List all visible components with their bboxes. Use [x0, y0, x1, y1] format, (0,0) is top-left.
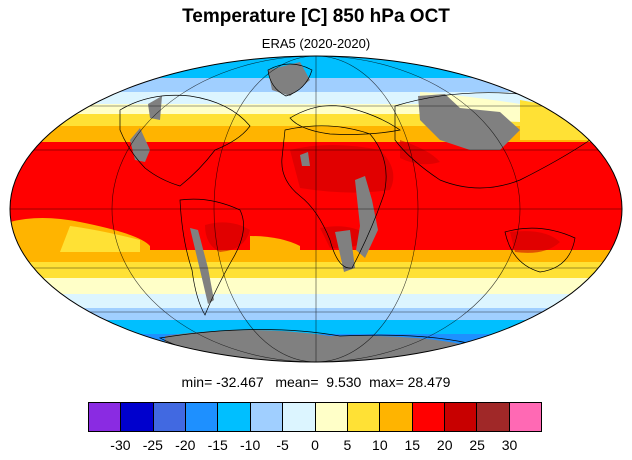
colorbar-tick-label: -20: [175, 437, 196, 453]
colorbar: [88, 402, 542, 432]
colorbar-swatch: [315, 403, 348, 431]
colorbar-swatch: [89, 403, 122, 431]
colorbar-tick-label: 30: [501, 437, 518, 453]
colorbar-tick-label: 0: [311, 437, 319, 453]
colorbar-swatch: [153, 403, 187, 431]
greenland-mask: [268, 62, 310, 96]
colorbar-tick-label: 15: [404, 437, 421, 453]
andes-mask: [190, 228, 214, 304]
map-border: [9, 55, 623, 363]
south-africa-mask: [335, 230, 355, 272]
australia-outline: [504, 227, 576, 273]
sahara-mask: [300, 152, 310, 166]
colorbar-tick-label: 10: [372, 437, 388, 453]
rockies-mask: [130, 128, 150, 162]
max-label: max=: [369, 374, 404, 390]
colorbar-swatch: [218, 403, 251, 431]
temperature-field: [10, 56, 622, 362]
antarctica-mask: [165, 330, 470, 362]
colorbar-swatch: [250, 403, 284, 431]
colorbar-swatch: [412, 403, 445, 431]
chart-title: Temperature [C] 850 hPa OCT: [182, 6, 450, 27]
colorbar-tick-label: -10: [240, 437, 261, 453]
min-label: min=: [181, 374, 213, 390]
colorbar-swatch: [444, 403, 478, 431]
africa-outline: [281, 125, 387, 269]
colorbar-tick-label: -30: [110, 437, 131, 453]
colorbar-swatch: [477, 403, 510, 431]
colorbar-tick-label: -5: [276, 437, 289, 453]
tibet-asia-mask: [418, 94, 520, 150]
colorbar-tick-label: 20: [436, 437, 453, 453]
south-atlantic-cool: [250, 236, 300, 258]
colorbar-swatch: [380, 403, 413, 431]
colorbar-tick-label: -15: [207, 437, 228, 453]
greenland-outline: [267, 63, 313, 97]
colorbar-tick-label: 5: [343, 437, 352, 453]
east-pacific-cooler: [60, 226, 140, 252]
chart-subtitle: ERA5 (2020-2020): [261, 36, 371, 51]
max-value: 28.479: [407, 374, 451, 390]
graticule: [10, 56, 622, 362]
colorbar-swatch: [121, 403, 154, 431]
summary-stats: min= -32.467 mean= 9.530 max= 28.479: [0, 374, 632, 390]
colorbar-swatch: [509, 403, 542, 431]
colorbar-swatch: [347, 403, 381, 431]
mean-label: mean=: [275, 374, 319, 390]
colorbar-swatch: [283, 403, 316, 431]
min-value: -32.467: [216, 374, 264, 390]
sahara-core: [290, 145, 394, 193]
alaska-mask: [148, 96, 162, 120]
mean-value: 9.530: [326, 374, 362, 390]
south-america-outline: [179, 198, 244, 316]
colorbar-swatch: [186, 403, 219, 431]
south-america-core: [205, 222, 250, 252]
colorbar-tick-label: -25: [142, 437, 163, 453]
arabia-core: [400, 140, 440, 165]
east-africa-mask: [355, 176, 378, 258]
colorbar-tick-label: 25: [469, 437, 485, 453]
asia-outline: [394, 92, 591, 189]
australia-core: [510, 231, 560, 253]
